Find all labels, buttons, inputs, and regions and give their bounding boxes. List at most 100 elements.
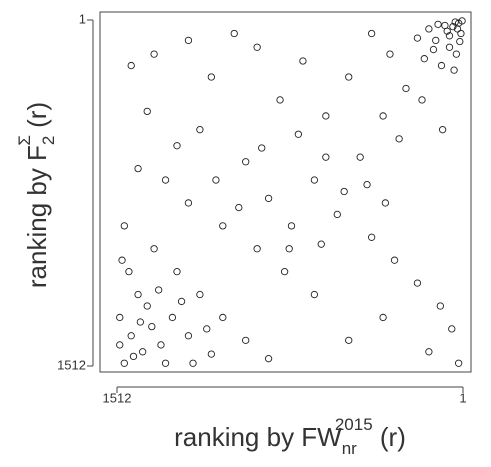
point (340, 187, 348, 196)
point (413, 34, 422, 42)
point (230, 29, 238, 38)
y-label-sub: 2 (39, 136, 58, 145)
point (434, 20, 442, 29)
point (322, 112, 330, 120)
point (413, 279, 422, 287)
point (148, 322, 156, 331)
point (150, 50, 158, 58)
point (454, 359, 463, 367)
point (345, 336, 353, 345)
point (118, 256, 126, 264)
point (436, 302, 444, 310)
point (235, 203, 243, 212)
point (452, 50, 461, 58)
point (150, 245, 158, 253)
point (120, 359, 128, 367)
point (253, 245, 261, 253)
point (390, 256, 399, 264)
point (173, 268, 181, 276)
point (425, 25, 433, 33)
point (418, 96, 426, 104)
point (136, 318, 145, 326)
point (129, 352, 138, 361)
point (127, 332, 135, 340)
point (264, 194, 273, 203)
point (212, 176, 220, 184)
point (155, 286, 163, 294)
point (276, 96, 284, 104)
point (258, 144, 266, 152)
x-tick-label: 1 (459, 390, 466, 405)
y-tick-label: 1512 (57, 357, 86, 372)
point (310, 290, 319, 299)
point (127, 61, 135, 70)
point (116, 341, 124, 349)
point (367, 233, 376, 241)
point (322, 153, 330, 161)
point (264, 355, 273, 363)
point (379, 112, 387, 120)
point (448, 325, 456, 333)
point (317, 240, 325, 248)
point (420, 55, 428, 63)
point (425, 348, 433, 356)
point (184, 36, 193, 45)
point (363, 180, 371, 189)
point (453, 25, 462, 33)
point (443, 27, 451, 35)
point (449, 22, 457, 31)
point (445, 43, 454, 51)
point (345, 73, 353, 81)
x-label-sup: 2015 (335, 415, 373, 434)
point (219, 313, 227, 322)
point (456, 37, 464, 46)
y-label-text: ranking by F (22, 145, 52, 288)
point (203, 325, 211, 333)
point (168, 313, 177, 322)
point (184, 199, 193, 207)
point (134, 164, 142, 173)
point (333, 210, 341, 219)
x-tick-label: 1512 (103, 390, 132, 405)
point (438, 126, 447, 134)
point (196, 126, 204, 134)
x-label-suffix: (r) (373, 422, 406, 452)
point (253, 43, 261, 51)
point (386, 50, 394, 58)
point (379, 313, 387, 322)
point (120, 222, 128, 230)
point (356, 153, 364, 161)
point (219, 222, 227, 230)
point (196, 290, 204, 299)
point (207, 73, 215, 81)
point (242, 336, 250, 345)
point (299, 57, 307, 65)
point (432, 36, 440, 45)
point (294, 130, 303, 138)
point (437, 61, 446, 70)
point (143, 107, 151, 116)
point (125, 268, 133, 276)
y-label-sup: Σ (15, 135, 34, 146)
point (285, 245, 293, 253)
point (143, 302, 151, 310)
point (189, 359, 197, 367)
point (161, 359, 170, 367)
point (458, 17, 466, 25)
y-label-suffix: (r) (22, 102, 52, 135)
point (429, 45, 438, 54)
point (381, 199, 390, 207)
point (445, 32, 454, 40)
point (207, 350, 215, 358)
point (157, 341, 165, 349)
x-label-sub: nr (342, 439, 357, 458)
point (287, 222, 296, 230)
point (134, 290, 142, 299)
point (367, 29, 376, 38)
point (310, 176, 319, 184)
y-tick-label: 1 (79, 11, 86, 26)
point (280, 268, 289, 276)
point (184, 332, 193, 340)
plot-frame (99, 11, 472, 373)
y-axis-label: ranking by F2Σ (r) (15, 102, 58, 288)
